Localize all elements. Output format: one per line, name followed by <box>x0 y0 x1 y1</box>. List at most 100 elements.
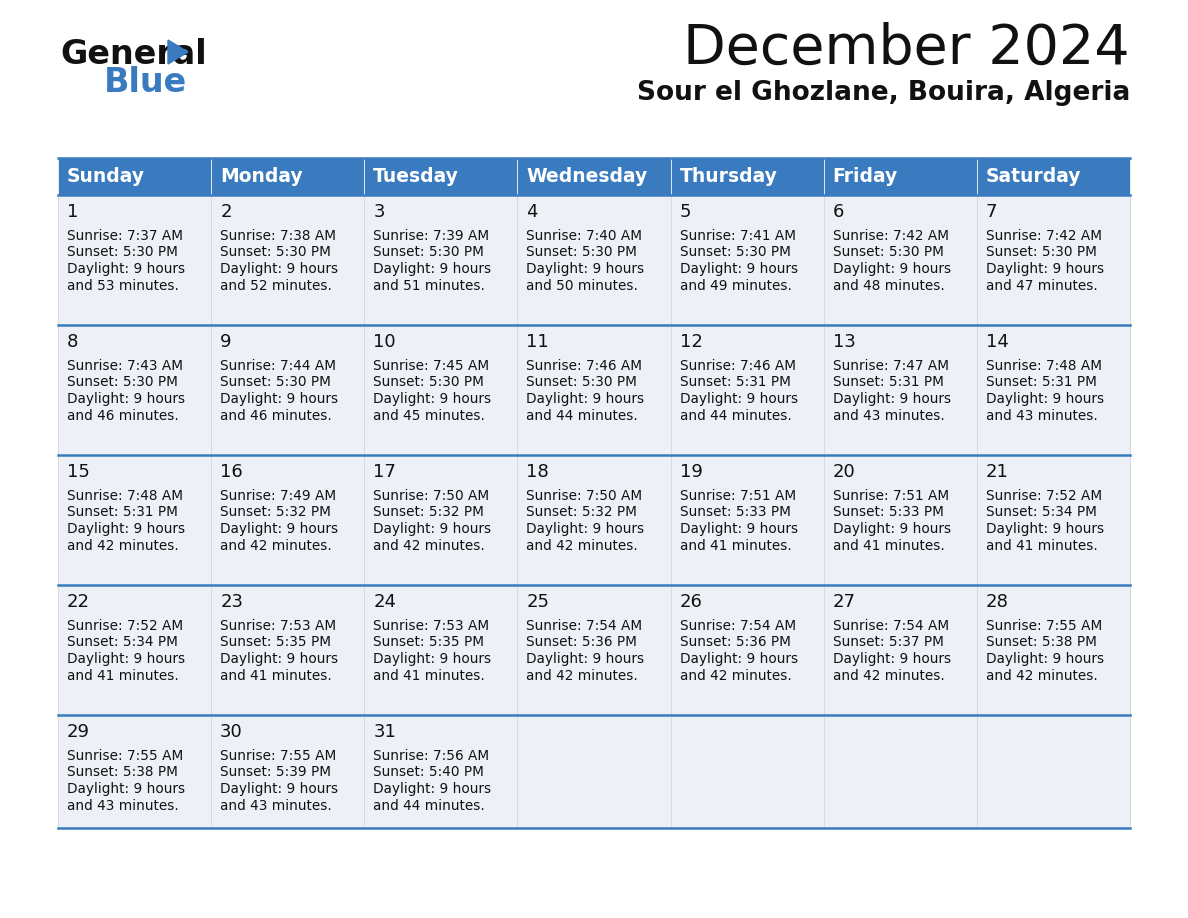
Text: Sunrise: 7:55 AM: Sunrise: 7:55 AM <box>986 619 1102 633</box>
Text: Sunrise: 7:56 AM: Sunrise: 7:56 AM <box>373 749 489 763</box>
Bar <box>670 325 823 455</box>
Bar <box>211 585 365 715</box>
Text: and 42 minutes.: and 42 minutes. <box>680 668 791 682</box>
Bar <box>518 158 670 195</box>
Text: Sunset: 5:30 PM: Sunset: 5:30 PM <box>67 245 178 260</box>
Bar <box>518 195 670 325</box>
Text: Thursday: Thursday <box>680 167 777 186</box>
Text: 21: 21 <box>986 463 1009 481</box>
Bar <box>977 195 1130 325</box>
Text: Sour el Ghozlane, Bouira, Algeria: Sour el Ghozlane, Bouira, Algeria <box>637 80 1130 106</box>
Text: December 2024: December 2024 <box>683 22 1130 76</box>
Text: Daylight: 9 hours: Daylight: 9 hours <box>220 522 339 536</box>
Text: 25: 25 <box>526 593 549 611</box>
Text: 6: 6 <box>833 203 845 221</box>
Text: Sunrise: 7:41 AM: Sunrise: 7:41 AM <box>680 229 796 243</box>
Bar <box>518 325 670 455</box>
Text: Daylight: 9 hours: Daylight: 9 hours <box>373 262 492 276</box>
Text: and 44 minutes.: and 44 minutes. <box>373 799 485 812</box>
Text: Sunrise: 7:43 AM: Sunrise: 7:43 AM <box>67 359 183 373</box>
Text: Sunset: 5:30 PM: Sunset: 5:30 PM <box>220 245 331 260</box>
Text: 20: 20 <box>833 463 855 481</box>
Text: Blue: Blue <box>105 66 188 99</box>
Text: Sunset: 5:35 PM: Sunset: 5:35 PM <box>220 635 331 650</box>
Bar <box>977 455 1130 585</box>
Text: Sunrise: 7:54 AM: Sunrise: 7:54 AM <box>833 619 949 633</box>
Text: and 44 minutes.: and 44 minutes. <box>526 409 638 422</box>
Text: Sunset: 5:36 PM: Sunset: 5:36 PM <box>526 635 637 650</box>
Bar <box>670 195 823 325</box>
Text: Sunrise: 7:48 AM: Sunrise: 7:48 AM <box>67 489 183 503</box>
Bar <box>365 325 518 455</box>
Text: and 41 minutes.: and 41 minutes. <box>986 539 1098 553</box>
Text: Sunset: 5:30 PM: Sunset: 5:30 PM <box>526 375 637 389</box>
Text: and 51 minutes.: and 51 minutes. <box>373 278 485 293</box>
Text: 28: 28 <box>986 593 1009 611</box>
Bar <box>58 585 211 715</box>
Bar <box>670 585 823 715</box>
Text: Sunset: 5:31 PM: Sunset: 5:31 PM <box>986 375 1097 389</box>
Text: 23: 23 <box>220 593 244 611</box>
Text: Sunrise: 7:45 AM: Sunrise: 7:45 AM <box>373 359 489 373</box>
Bar <box>977 158 1130 195</box>
Text: Sunrise: 7:52 AM: Sunrise: 7:52 AM <box>986 489 1102 503</box>
Bar <box>58 158 211 195</box>
Text: Sunrise: 7:51 AM: Sunrise: 7:51 AM <box>833 489 949 503</box>
Text: 4: 4 <box>526 203 538 221</box>
Text: Daylight: 9 hours: Daylight: 9 hours <box>220 262 339 276</box>
Text: Daylight: 9 hours: Daylight: 9 hours <box>220 652 339 666</box>
Text: and 43 minutes.: and 43 minutes. <box>67 799 178 812</box>
Text: 24: 24 <box>373 593 397 611</box>
Text: Sunset: 5:37 PM: Sunset: 5:37 PM <box>833 635 943 650</box>
Text: Sunset: 5:30 PM: Sunset: 5:30 PM <box>373 245 485 260</box>
Text: 19: 19 <box>680 463 702 481</box>
Text: and 46 minutes.: and 46 minutes. <box>220 409 331 422</box>
Text: Daylight: 9 hours: Daylight: 9 hours <box>220 782 339 796</box>
Text: Sunrise: 7:50 AM: Sunrise: 7:50 AM <box>526 489 643 503</box>
Text: Daylight: 9 hours: Daylight: 9 hours <box>67 522 185 536</box>
Text: Daylight: 9 hours: Daylight: 9 hours <box>526 392 645 406</box>
Text: Sunset: 5:32 PM: Sunset: 5:32 PM <box>373 506 485 520</box>
Text: Wednesday: Wednesday <box>526 167 647 186</box>
Bar <box>670 158 823 195</box>
Text: 29: 29 <box>67 723 90 741</box>
Text: Sunset: 5:31 PM: Sunset: 5:31 PM <box>67 506 178 520</box>
Bar <box>58 195 211 325</box>
Bar <box>211 195 365 325</box>
Text: and 41 minutes.: and 41 minutes. <box>67 668 178 682</box>
Text: Sunrise: 7:51 AM: Sunrise: 7:51 AM <box>680 489 796 503</box>
Polygon shape <box>168 40 188 64</box>
Text: 22: 22 <box>67 593 90 611</box>
Bar <box>518 455 670 585</box>
Text: Daylight: 9 hours: Daylight: 9 hours <box>833 262 950 276</box>
Text: Sunrise: 7:38 AM: Sunrise: 7:38 AM <box>220 229 336 243</box>
Text: Sunrise: 7:50 AM: Sunrise: 7:50 AM <box>373 489 489 503</box>
Text: Sunset: 5:35 PM: Sunset: 5:35 PM <box>373 635 485 650</box>
Text: and 42 minutes.: and 42 minutes. <box>833 668 944 682</box>
Bar <box>670 455 823 585</box>
Bar <box>823 715 977 828</box>
Text: 1: 1 <box>67 203 78 221</box>
Text: Sunrise: 7:55 AM: Sunrise: 7:55 AM <box>220 749 336 763</box>
Text: 3: 3 <box>373 203 385 221</box>
Text: Monday: Monday <box>220 167 303 186</box>
Text: and 43 minutes.: and 43 minutes. <box>833 409 944 422</box>
Text: Sunrise: 7:42 AM: Sunrise: 7:42 AM <box>986 229 1101 243</box>
Text: Saturday: Saturday <box>986 167 1081 186</box>
Text: and 41 minutes.: and 41 minutes. <box>833 539 944 553</box>
Text: Sunrise: 7:46 AM: Sunrise: 7:46 AM <box>526 359 643 373</box>
Bar <box>365 158 518 195</box>
Bar <box>670 715 823 828</box>
Text: 11: 11 <box>526 333 549 351</box>
Text: Daylight: 9 hours: Daylight: 9 hours <box>373 392 492 406</box>
Text: Sunset: 5:30 PM: Sunset: 5:30 PM <box>833 245 943 260</box>
Bar <box>211 325 365 455</box>
Text: Sunset: 5:30 PM: Sunset: 5:30 PM <box>526 245 637 260</box>
Text: and 41 minutes.: and 41 minutes. <box>373 668 485 682</box>
Text: Sunset: 5:33 PM: Sunset: 5:33 PM <box>680 506 790 520</box>
Text: Sunset: 5:31 PM: Sunset: 5:31 PM <box>680 375 790 389</box>
Bar <box>823 325 977 455</box>
Text: and 41 minutes.: and 41 minutes. <box>220 668 331 682</box>
Text: Sunset: 5:30 PM: Sunset: 5:30 PM <box>986 245 1097 260</box>
Text: Sunset: 5:38 PM: Sunset: 5:38 PM <box>986 635 1097 650</box>
